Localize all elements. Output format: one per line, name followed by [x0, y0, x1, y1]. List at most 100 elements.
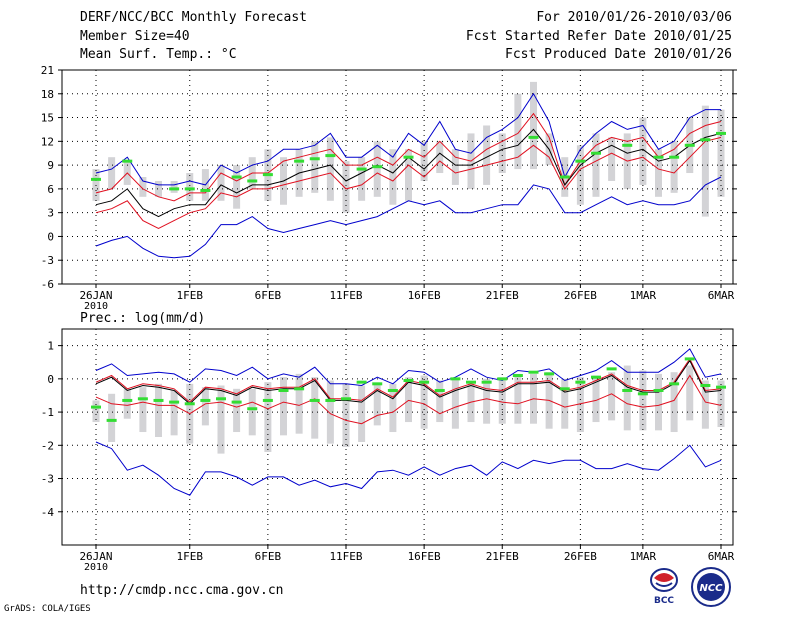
temp-y-tick-label: 0	[47, 230, 54, 243]
precip-y-tick-label: -2	[41, 439, 54, 452]
precip-spread-bar	[123, 388, 131, 419]
precip-obs-marker	[544, 372, 555, 376]
precip-spread-bar	[498, 378, 506, 424]
precip-obs-marker	[450, 377, 461, 381]
forecast-period-label: For 2010/01/26-2010/03/06	[536, 10, 732, 25]
precip-spread-bar	[358, 385, 366, 442]
precip-obs-marker	[122, 398, 133, 402]
precip-y-tick-label: 1	[47, 340, 54, 353]
produced-date-label: Fcst Produced Date 2010/01/26	[505, 47, 732, 62]
temp-spread-bar	[670, 141, 678, 193]
precip-obs-marker	[403, 379, 414, 383]
precip-obs-marker	[325, 398, 336, 402]
temp-obs-marker	[184, 187, 195, 191]
precip-obs-marker	[637, 392, 648, 396]
temp-obs-marker	[91, 177, 101, 181]
precip-obs-marker	[137, 397, 148, 401]
precip-spread-bar	[139, 387, 147, 433]
temp-x-tick-label: 11FEB	[329, 289, 362, 302]
temp-spread-bar	[311, 141, 319, 193]
precip-obs-marker	[606, 367, 617, 371]
temp-y-tick-label: 15	[41, 112, 54, 125]
precip-obs-marker	[434, 388, 445, 392]
precip-spread-bar	[592, 375, 600, 423]
precip-obs-marker	[466, 380, 476, 384]
precip-obs-marker	[622, 388, 633, 392]
precip-spread-bar	[670, 372, 678, 433]
temp-obs-marker	[528, 135, 539, 139]
temp-spread-bar	[436, 141, 444, 174]
precip-spread-bar	[405, 377, 412, 423]
temp-y-tick-label: 12	[41, 135, 54, 148]
precip-obs-marker	[91, 405, 101, 409]
temp-y-tick-label: 6	[47, 183, 54, 196]
bcc-logo-text: BCC	[654, 596, 674, 606]
temp-obs-marker	[325, 154, 336, 158]
precip-spread-bar	[108, 393, 116, 442]
temp-spread-bar	[451, 149, 459, 185]
precip-x-tick-label: 11FEB	[329, 550, 362, 563]
temp-x-tick-label: 16FEB	[408, 289, 441, 302]
temp-x-tick-label: 26FEB	[564, 289, 597, 302]
precip-x-tick-label: 2010	[84, 562, 108, 573]
precip-obs-marker	[278, 388, 289, 392]
precip-obs-marker	[153, 398, 164, 402]
precip-max-line	[95, 348, 722, 387]
temp-spread-bar	[186, 173, 194, 201]
temp-x-tick-label: 6FEB	[255, 289, 282, 302]
variable-label: Mean Surf. Temp.: °C	[80, 47, 237, 62]
precip-spread-bar	[170, 390, 178, 436]
temp-spread-bar	[373, 141, 381, 197]
precip-min-line	[95, 441, 722, 496]
temp-obs-marker	[372, 165, 383, 169]
temp-spread-bar	[701, 105, 709, 217]
precip-obs-marker	[684, 357, 695, 361]
precip-spread-bar	[373, 383, 381, 426]
chart-title-line-1: DERF/NCC/BCC Monthly Forecast	[80, 10, 307, 25]
precip-panel-frame	[61, 328, 734, 546]
temp-obs-marker	[591, 151, 601, 155]
temp-y-tick-label: 3	[47, 207, 54, 220]
precip-spread-bar	[561, 378, 569, 429]
precip-y-tick-label: -3	[41, 473, 54, 486]
precip-x-tick-label: 6MAR	[708, 550, 735, 563]
temp-spread-bar	[217, 165, 225, 201]
temp-y-tick-label: -6	[41, 278, 54, 291]
temp-x-tick-label: 21FEB	[486, 289, 519, 302]
temp-spread-bar	[498, 133, 506, 174]
temp-obs-marker	[653, 155, 664, 159]
temp-obs-marker	[122, 159, 133, 163]
precip-obs-marker	[700, 383, 711, 387]
temp-spread-bar	[389, 149, 397, 205]
source-url[interactable]: http://cmdp.ncc.cma.gov.cn	[80, 583, 284, 598]
precip-spread-bar	[92, 400, 100, 423]
temp-spread-bar	[342, 161, 350, 213]
temp-y-tick-label: 18	[41, 88, 54, 101]
temp-y-tick-label: -3	[41, 254, 54, 267]
precip-x-tick-label: 26FEB	[564, 550, 597, 563]
precip-obs-marker	[169, 400, 180, 404]
precip-x-tick-label: 1MAR	[630, 550, 657, 563]
temp-spread-bar	[358, 157, 366, 201]
temp-obs-marker	[559, 175, 570, 179]
precip-obs-marker	[372, 382, 383, 386]
temp-spread-bar	[108, 157, 116, 189]
temp-x-tick-label: 6MAR	[708, 289, 735, 302]
member-size-label: Member Size=40	[80, 29, 190, 44]
precip-spread-bar	[217, 385, 225, 454]
precip-obs-marker	[184, 402, 195, 406]
precip-y-tick-label: -1	[41, 406, 54, 419]
temp-panel-frame	[61, 69, 734, 285]
precip-spread-bar	[342, 383, 350, 447]
precip-spread-bar	[311, 377, 319, 439]
temp-spread-bar	[170, 180, 178, 193]
temp-spread-bar	[233, 165, 241, 209]
precip-obs-marker	[419, 380, 430, 384]
precip-obs-marker	[481, 380, 492, 384]
temp-x-tick-label: 1FEB	[177, 289, 204, 302]
precip-x-tick-label: 16FEB	[408, 550, 441, 563]
precip-spread-bar	[717, 380, 725, 428]
precip-spread-bar	[701, 380, 709, 429]
temp-spread-bar	[139, 177, 147, 197]
precip-obs-marker	[497, 377, 508, 381]
